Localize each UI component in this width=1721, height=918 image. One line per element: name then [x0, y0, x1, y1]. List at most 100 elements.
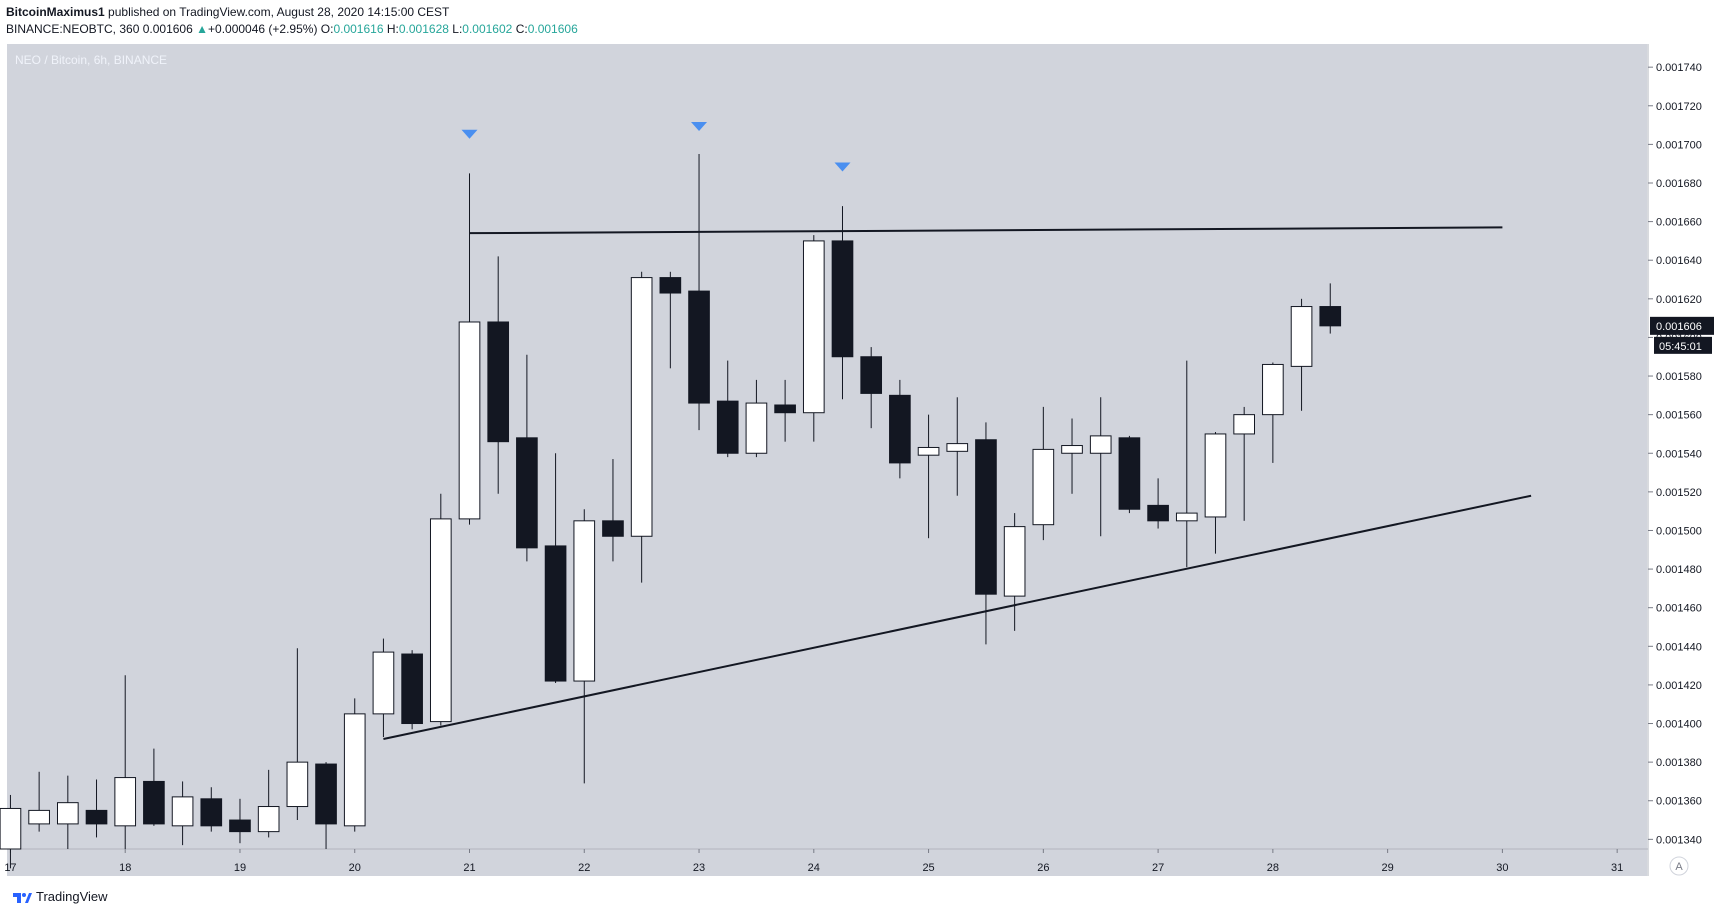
candle-body	[1175, 512, 1198, 522]
candle[interactable]	[343, 698, 366, 832]
plot-area[interactable]	[7, 44, 1647, 849]
candle-body	[343, 713, 366, 827]
publish-info: published on TradingView.com, August 28,…	[108, 5, 450, 19]
x-tick-label: 19	[234, 862, 246, 874]
y-tick-label: 0.001400	[1656, 719, 1702, 731]
top-marker-icon	[461, 129, 478, 139]
candle-body	[114, 777, 137, 827]
low-value: 0.001602	[462, 22, 513, 36]
candle[interactable]	[1319, 283, 1342, 334]
candle[interactable]	[257, 769, 280, 838]
candle[interactable]	[315, 762, 337, 849]
candle[interactable]	[774, 379, 796, 442]
candle[interactable]	[171, 781, 194, 846]
candle-body	[372, 651, 395, 715]
countdown-tag-bg	[1654, 336, 1712, 354]
candle[interactable]	[946, 397, 969, 496]
candle[interactable]	[516, 354, 538, 562]
candle-body	[860, 356, 883, 394]
price-change: +0.000046 (+2.95%)	[208, 22, 318, 36]
candle-body	[573, 520, 596, 682]
x-tick-label: 27	[1152, 862, 1164, 874]
symbol-label: BINANCE:NEOBTC, 360	[6, 22, 140, 36]
candle[interactable]	[28, 771, 50, 832]
candle[interactable]	[889, 379, 911, 479]
chart-title: NEO / Bitcoin, 6h, BINANCE	[15, 53, 167, 67]
candle[interactable]	[1233, 406, 1256, 521]
candle-body	[1262, 363, 1284, 416]
author-name[interactable]: BitcoinMaximus1	[6, 5, 105, 19]
high-label: H:	[386, 22, 399, 36]
candle[interactable]	[487, 256, 510, 494]
candle[interactable]	[0, 794, 22, 869]
candle[interactable]	[1089, 397, 1112, 537]
candle[interactable]	[114, 675, 137, 849]
candle[interactable]	[286, 648, 309, 821]
candle[interactable]	[975, 422, 997, 645]
y-tick-label: 0.001740	[1656, 62, 1702, 74]
candle[interactable]	[1290, 298, 1313, 411]
price-axis[interactable]	[1649, 44, 1721, 876]
candle-body	[315, 763, 337, 825]
candle-body	[1319, 306, 1342, 327]
candle-body	[1147, 504, 1169, 522]
candle[interactable]	[1175, 360, 1198, 568]
candle[interactable]	[85, 779, 108, 838]
candle[interactable]	[1262, 362, 1284, 463]
candle[interactable]	[56, 775, 79, 849]
y-tick-label: 0.001440	[1656, 641, 1702, 653]
candle-body	[516, 437, 538, 549]
candle-body	[1032, 448, 1055, 526]
candle[interactable]	[1204, 432, 1227, 554]
candle-body	[401, 653, 423, 725]
candle[interactable]	[1118, 435, 1141, 514]
candle-body	[1233, 414, 1256, 435]
candle[interactable]	[688, 154, 710, 431]
candle[interactable]	[802, 235, 825, 442]
candle[interactable]	[831, 206, 854, 400]
resistance-line[interactable]	[469, 226, 1503, 235]
candle[interactable]	[229, 798, 251, 844]
footer-brand[interactable]: TradingView	[12, 889, 108, 904]
scale-mode-button[interactable]: A	[1669, 856, 1689, 876]
candle[interactable]	[716, 360, 739, 458]
candle-body	[28, 809, 50, 825]
support-line[interactable]	[383, 494, 1532, 740]
candle-body	[429, 518, 452, 723]
open-label: O:	[320, 22, 334, 36]
candle[interactable]	[573, 509, 596, 784]
candle-body	[257, 806, 280, 833]
candle[interactable]	[630, 271, 653, 583]
candle-body	[487, 321, 510, 443]
candle[interactable]	[1003, 513, 1026, 631]
candle-body	[602, 520, 624, 537]
candle[interactable]	[602, 459, 624, 562]
candle[interactable]	[401, 650, 423, 730]
candle[interactable]	[1061, 418, 1083, 494]
candle[interactable]	[1032, 406, 1055, 541]
last-price: 0.001606	[142, 22, 193, 36]
x-tick-label: 23	[693, 862, 705, 874]
brand-name: TradingView	[36, 889, 108, 904]
candle[interactable]	[860, 347, 883, 429]
candle-body	[1204, 433, 1227, 518]
candle-body	[286, 761, 309, 808]
candle[interactable]	[917, 414, 940, 539]
candle[interactable]	[429, 493, 452, 726]
x-tick-label: 18	[119, 862, 131, 874]
ohlc-line: BINANCE:NEOBTC, 360 0.001606 ▲+0.000046 …	[6, 21, 578, 38]
candle[interactable]	[1147, 478, 1169, 529]
y-tick-label: 0.001360	[1656, 796, 1702, 808]
candle[interactable]	[544, 453, 567, 683]
candle[interactable]	[745, 379, 768, 458]
candle[interactable]	[143, 748, 165, 826]
close-value: 0.001606	[527, 22, 578, 36]
candle[interactable]	[659, 271, 682, 369]
candle[interactable]	[200, 787, 223, 832]
candle-body	[56, 802, 79, 825]
candle[interactable]	[372, 638, 395, 738]
candle[interactable]	[458, 173, 481, 525]
y-tick-label: 0.001540	[1656, 448, 1702, 460]
time-axis[interactable]	[7, 849, 1647, 876]
